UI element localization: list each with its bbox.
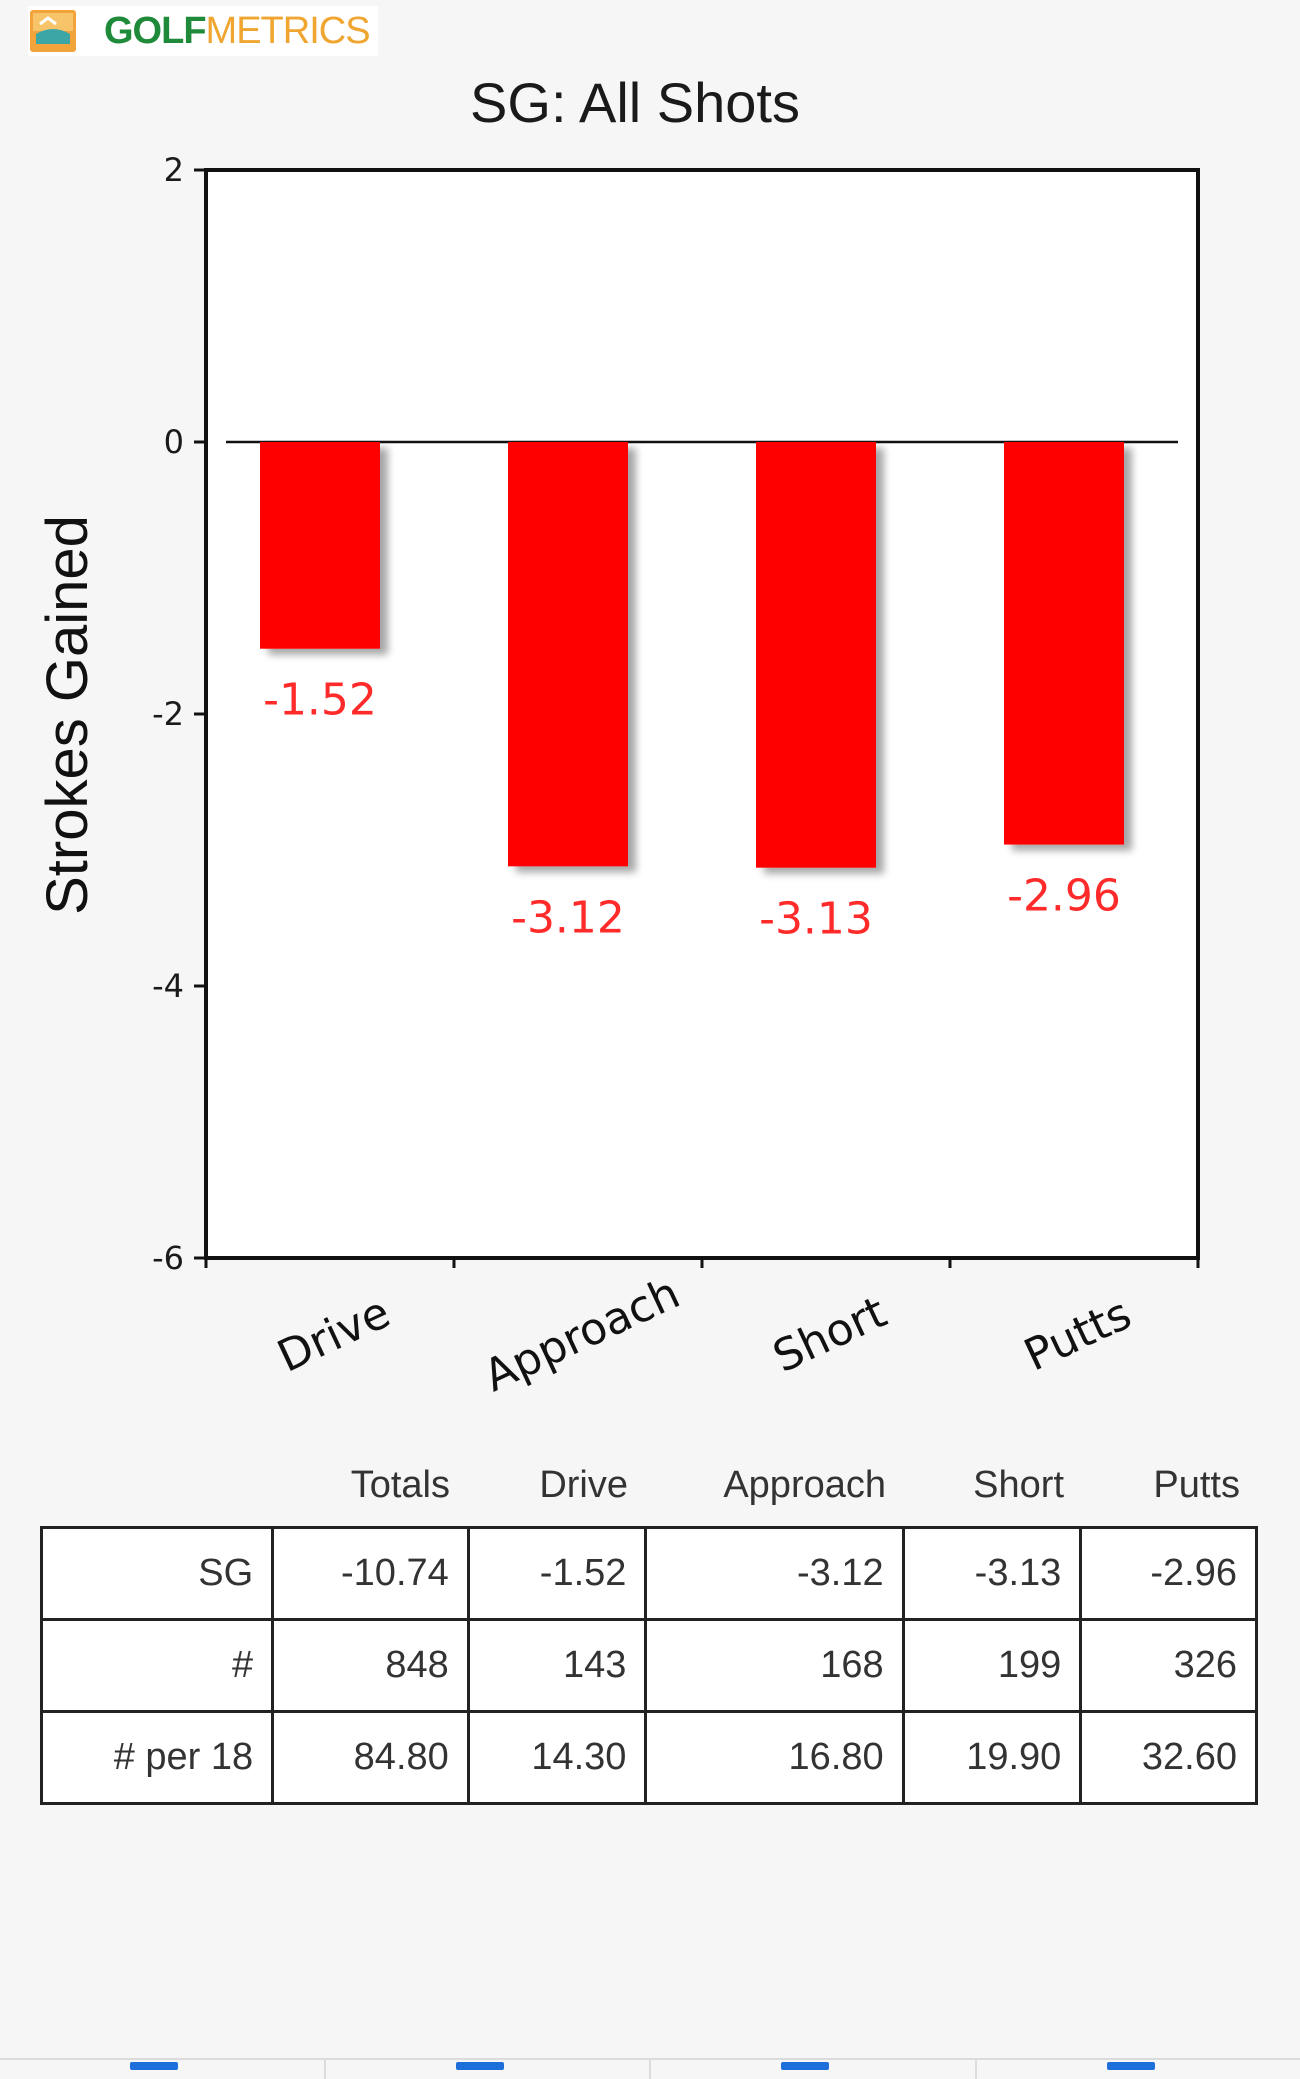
tab-icon (130, 2062, 178, 2070)
y-tick-label: -6 (152, 1239, 184, 1277)
table-cell: 848 (273, 1620, 469, 1712)
data-label: -3.12 (511, 892, 625, 943)
y-tick-label: -4 (152, 967, 184, 1005)
table-cell: 326 (1081, 1620, 1257, 1712)
x-category-label: Short (766, 1287, 895, 1383)
table-cell: -3.12 (646, 1528, 903, 1620)
data-label: -1.52 (263, 675, 377, 726)
table-row-count: # 848 143 168 199 326 (42, 1620, 1257, 1712)
brand-golf: GOLF (104, 10, 206, 52)
header-approach: Approach (646, 1464, 904, 1507)
header-totals: Totals (272, 1464, 468, 1507)
bottom-navigation (0, 2058, 1300, 2079)
table-row-per-18: # per 18 84.80 14.30 16.80 19.90 32.60 (42, 1712, 1257, 1804)
bar-short (756, 442, 876, 868)
tab-icon (781, 2062, 829, 2070)
bottom-tab[interactable] (0, 2060, 326, 2079)
stats-summary: Totals Drive Approach Short Putts SG -10… (40, 1444, 1258, 1805)
tab-icon (1107, 2062, 1155, 2070)
table-cell: 168 (646, 1620, 903, 1712)
sg-all-shots-chart: SG: All Shots Strokes Gained 2 0 -2 -4 -6 -1.… (0, 60, 1300, 1440)
header-putts: Putts (1082, 1464, 1258, 1507)
table-cell: -10.74 (273, 1528, 469, 1620)
brand-name: GOLFMETRICS (104, 10, 370, 53)
table-cell: -3.13 (903, 1528, 1081, 1620)
data-label: -2.96 (1007, 871, 1121, 922)
table-cell: 32.60 (1081, 1712, 1257, 1804)
bar-putts (1004, 442, 1124, 845)
y-axis-label: Strokes Gained (35, 515, 100, 915)
bottom-tab[interactable] (977, 2060, 1300, 2079)
plot-area: 2 0 -2 -4 -6 -1.52 Drive -3.12 Approach -3.13 Shor… (152, 151, 1198, 1402)
stats-table-header: Totals Drive Approach Short Putts (40, 1444, 1258, 1526)
table-cell: 143 (468, 1620, 646, 1712)
golfmetrics-logo-icon (30, 10, 76, 52)
header-drive: Drive (468, 1464, 646, 1507)
brand-metrics: METRICS (206, 10, 370, 52)
bottom-tab[interactable] (651, 2060, 977, 2079)
table-cell: 19.90 (903, 1712, 1081, 1804)
stats-table: SG -10.74 -1.52 -3.12 -3.13 -2.96 # 848 … (40, 1526, 1258, 1805)
chart-title: SG: All Shots (470, 71, 800, 134)
table-row-sg: SG -10.74 -1.52 -3.12 -3.13 -2.96 (42, 1528, 1257, 1620)
y-tick-label: 2 (164, 151, 184, 189)
data-label: -3.13 (759, 894, 873, 945)
header-short: Short (904, 1464, 1082, 1507)
y-tick-label: -2 (152, 695, 184, 733)
table-cell: 199 (903, 1620, 1081, 1712)
table-cell: -2.96 (1081, 1528, 1257, 1620)
row-label: SG (42, 1528, 273, 1620)
bar-approach (508, 442, 628, 866)
tab-icon (456, 2062, 504, 2070)
y-tick-label: 0 (164, 423, 184, 461)
table-cell: 84.80 (273, 1712, 469, 1804)
x-category-label: Putts (1017, 1288, 1139, 1381)
row-label: # per 18 (42, 1712, 273, 1804)
app-header: GOLFMETRICS (28, 6, 378, 56)
bar-drive (260, 442, 380, 649)
table-cell: 16.80 (646, 1712, 903, 1804)
x-category-label: Approach (476, 1268, 687, 1403)
x-category-label: Drive (270, 1287, 398, 1383)
bottom-tab[interactable] (326, 2060, 652, 2079)
row-label: # (42, 1620, 273, 1712)
table-cell: -1.52 (468, 1528, 646, 1620)
table-cell: 14.30 (468, 1712, 646, 1804)
